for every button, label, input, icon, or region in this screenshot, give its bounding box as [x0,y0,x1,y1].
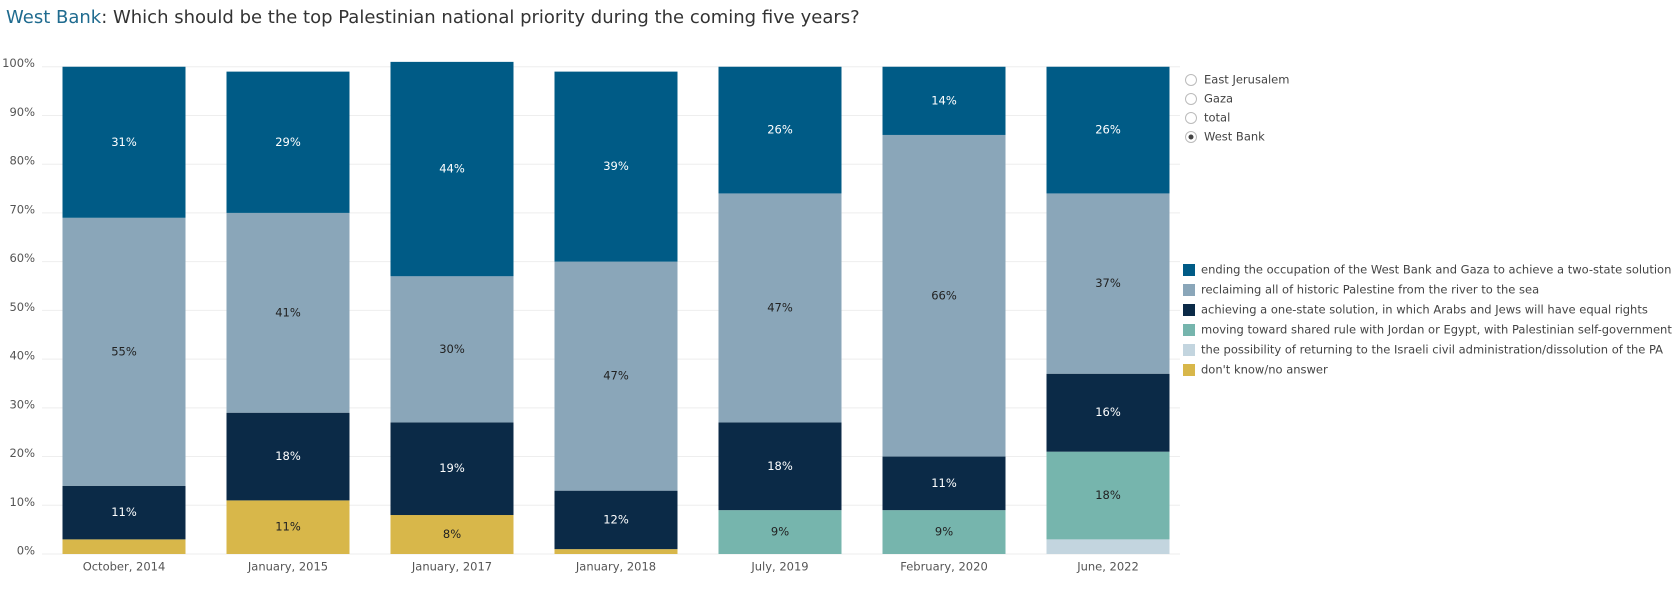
filter-option[interactable]: Gaza [1204,92,1233,106]
bar-segment [390,515,514,554]
x-tick-label: January, 2015 [247,560,328,574]
bar-segment [226,500,350,554]
legend-label: the possibility of returning to the Isra… [1201,343,1663,357]
radio-selected [1188,134,1194,140]
bar-segment [390,422,514,516]
data-label: 66% [931,288,957,302]
bar-segment [226,412,350,501]
data-label: 26% [767,123,793,137]
legend-swatch [1183,324,1195,336]
bar-segment [554,549,678,554]
filter-option[interactable]: total [1204,111,1230,125]
data-label: 16% [1095,405,1121,419]
data-label: 31% [111,135,137,149]
data-label: 39% [603,159,629,173]
legend-swatch [1183,344,1195,356]
legend-label: achieving a one-state solution, in which… [1201,303,1648,317]
y-tick-label: 50% [9,300,35,314]
bar-segment [1046,539,1170,554]
y-tick-label: 0% [17,544,35,558]
y-tick-label: 60% [9,251,35,265]
data-label: 11% [931,476,957,490]
data-label: 47% [603,369,629,383]
bar-segment [390,276,514,423]
y-tick-label: 40% [9,349,35,363]
data-label: 26% [1095,123,1121,137]
bar-segment [718,66,842,194]
y-tick-label: 90% [9,105,35,119]
bar-segment [62,66,186,218]
data-label: 9% [771,525,789,539]
legend-label: moving toward shared rule with Jordan or… [1201,323,1672,337]
y-tick-label: 20% [9,446,35,460]
y-tick-label: 80% [9,154,35,168]
bar-segment [554,490,678,550]
y-tick-label: 100% [2,56,35,70]
x-tick-label: October, 2014 [83,560,166,574]
legend: don't know/no answer the possibility of r… [1183,263,1672,377]
data-label: 11% [275,520,301,534]
data-label: 11% [111,505,137,519]
legend-swatch [1183,364,1195,376]
legend-swatch [1183,304,1195,316]
legend-swatch [1183,284,1195,296]
bar-segment [718,422,842,511]
data-label: 14% [931,93,957,107]
data-label: 18% [1095,488,1121,502]
filter-option[interactable]: West Bank [1204,130,1265,144]
data-label: 44% [439,162,465,176]
y-tick-label: 70% [9,202,35,216]
legend-swatch [1183,264,1195,276]
bar-segment [1046,66,1170,194]
data-label: 55% [111,344,137,358]
x-tick-label: February, 2020 [900,560,988,574]
data-label: 19% [439,461,465,475]
title-text: : Which should be the top Palestinian na… [101,7,860,28]
bar-segment [554,261,678,491]
bar-segment [718,193,842,423]
bar-segment [62,539,186,554]
data-label: 18% [275,449,301,463]
data-label: 37% [1095,276,1121,290]
x-tick-label: January, 2017 [411,560,492,574]
data-label: 18% [767,459,793,473]
y-tick-label: 30% [9,397,35,411]
data-label: 41% [275,305,301,319]
bar-segment [1046,373,1170,452]
data-label: 8% [443,527,461,541]
x-tick-label: June, 2022 [1076,560,1139,574]
radio-button[interactable] [1185,112,1197,124]
x-tick-label: July, 2019 [750,560,808,574]
chart-title: West Bank: Which should be the top Pales… [6,7,860,28]
filter-option[interactable]: East Jerusalem [1204,73,1289,87]
bar-segment [882,456,1006,511]
bar-segment [226,71,350,213]
bar-segment [62,485,186,540]
bar-segment [882,510,1006,554]
data-label: 29% [275,135,301,149]
bar-segment [554,71,678,262]
filter: East Jerusalem Gaza total West Bank [1185,73,1289,144]
bar-segment [718,510,842,554]
legend-label: reclaiming all of historic Palestine fro… [1201,283,1539,297]
bar-segment [390,61,514,277]
x-tick-label: January, 2018 [575,560,656,574]
title-highlight: West Bank [6,7,102,28]
data-label: 12% [603,512,629,526]
radio-button[interactable] [1185,93,1197,105]
radio-button[interactable] [1185,74,1197,86]
data-label: 9% [935,525,953,539]
data-label: 30% [439,342,465,356]
bar-segment [882,134,1006,457]
bar-segment [1046,451,1170,540]
bar-segment [226,212,350,413]
legend-label: don't know/no answer [1201,363,1328,377]
bar-segment [882,66,1006,135]
legend-label: ending the occupation of the West Bank a… [1201,263,1671,277]
data-label: 47% [767,300,793,314]
bar-segment [62,217,186,486]
bar-segment [1046,193,1170,374]
y-tick-label: 10% [9,495,35,509]
